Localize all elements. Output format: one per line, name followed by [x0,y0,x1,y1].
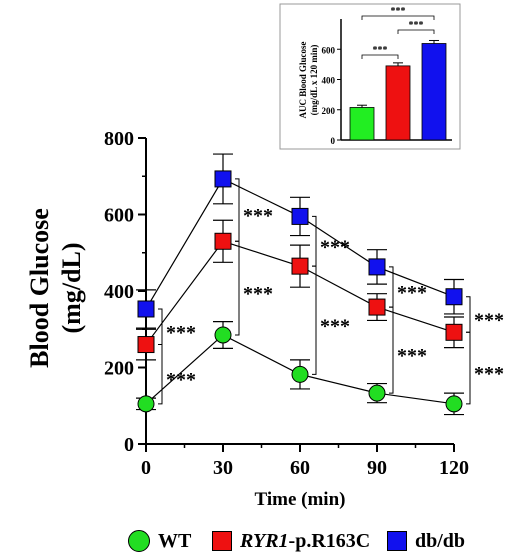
legend-item-dbdb: db/db [387,526,465,556]
x-tick-label: 0 [141,457,151,479]
significance-bracket [466,331,471,405]
legend-wt-label: WT [158,529,192,552]
significance-label: *** [166,322,196,344]
significance-label: *** [243,205,273,227]
data-point [137,395,155,413]
inset-significance-bracket [397,29,435,34]
significance-bracket [158,308,163,346]
data-point [291,207,309,225]
data-point [368,258,386,276]
data-point [214,170,232,188]
inset-bar [421,43,447,141]
inset-y-tick-label: 200 [322,106,336,116]
data-point [214,326,232,344]
legend-ryr1-square-icon [212,531,232,551]
y-axis-label: Blood Glucose (mg/dL) [25,208,86,368]
significance-label: *** [243,283,273,305]
inset-y-axis-label-line1: AUC Blood Glucose [298,41,308,118]
legend-item-wt: WT [128,526,191,556]
significance-label: *** [474,363,504,385]
inset-significance-label: *** [373,45,388,56]
x-tick-label: 120 [439,457,469,479]
inset-significance-label: *** [391,6,406,17]
x-tick-label: 90 [367,457,387,479]
data-point [445,395,463,413]
inset-bar [349,107,375,141]
legend-dbdb-label: db/db [415,529,466,552]
legend-dbdb-square-icon [387,531,407,551]
significance-label: *** [397,345,427,367]
inset-significance-bracket [361,15,435,20]
data-point [137,300,155,318]
inset-bar [385,65,411,141]
significance-bracket [389,306,394,394]
data-point [214,232,232,250]
y-tick-label: 0 [124,434,134,456]
inset-y-tick-label: 0 [331,136,336,146]
significance-label: *** [166,369,196,391]
data-point [291,365,309,383]
legend-item-ryr1: RYR1 -p.R163C [212,526,370,556]
data-point [291,257,309,275]
data-point [137,336,155,354]
y-tick-label: 800 [104,128,134,150]
legend-ryr1-label-gene: RYR1 [240,529,289,552]
significance-label: *** [397,282,427,304]
legend-wt-circle-icon [128,530,150,552]
legend-ryr1-label-variant: -p.R163C [288,529,371,552]
inset-significance-bracket [361,54,399,59]
legend: WT RYR1 -p.R163C db/db [0,526,512,556]
data-point [368,298,386,316]
significance-bracket [312,265,317,375]
significance-bracket [158,344,163,405]
x-axis-label: Time (min) [255,489,346,510]
inset-y-tick-label: 600 [322,45,336,55]
inset-significance-label: *** [409,20,424,31]
y-tick-label: 600 [104,205,134,227]
y-axis-label-line1: Blood Glucose [25,208,54,368]
y-tick-label: 400 [104,281,134,303]
data-point [445,288,463,306]
significance-label: *** [320,236,350,258]
significance-bracket [312,215,317,267]
inset-y-axis-label: AUC Blood Glucose (mg/dL x 120 min) [298,41,319,118]
data-point [445,323,463,341]
significance-label: *** [320,315,350,337]
data-point [368,384,386,402]
significance-bracket [235,240,240,336]
significance-bracket [389,266,394,308]
significance-bracket [235,178,240,242]
x-tick-label: 30 [213,457,233,479]
main-line-chart: 0 200 400 600 800 0 30 60 90 120 Time (min) Blood G… [25,128,504,510]
significance-bracket [466,296,471,333]
y-axis-label-line2: (mg/dL) [57,243,86,334]
inset-y-tick-label: 400 [322,76,336,86]
x-tick-label: 60 [290,457,310,479]
y-tick-label: 200 [104,358,134,380]
chart-canvas: 0 200 400 600 800 0 30 60 90 120 Time (min) Blood G… [25,3,504,510]
significance-label: *** [474,310,504,332]
inset-y-axis-label-line2: (mg/dL x 120 min) [309,45,319,116]
